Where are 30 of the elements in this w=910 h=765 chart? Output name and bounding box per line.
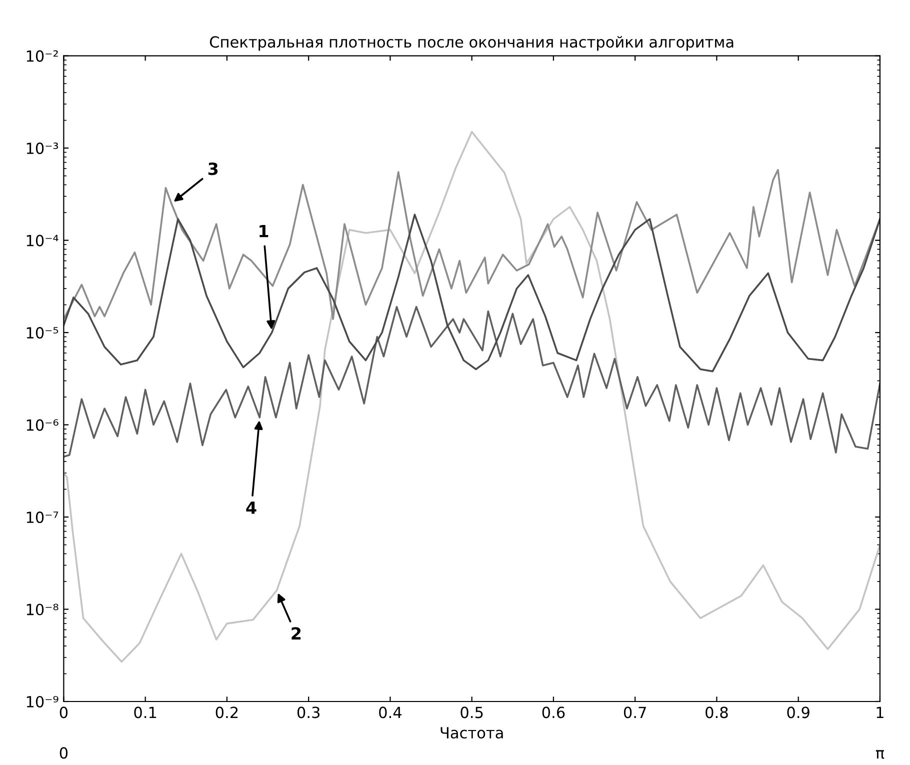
annotation: 1	[260, 225, 268, 238]
y-tick-label: 10⁻²	[26, 50, 58, 62]
x-tick-label: 0.5	[460, 706, 483, 718]
x-tick-label: 0.2	[216, 706, 238, 718]
x-tick-label: 0.1	[134, 706, 156, 718]
text: 0	[60, 747, 68, 759]
y-tick-label: 10⁻³	[26, 142, 58, 154]
x-tick-label: 0.8	[706, 706, 728, 718]
line-series	[64, 214, 880, 372]
chart-title: Спектральная плотность после окончания настройки алгоритма	[210, 36, 734, 51]
annotation: 2	[292, 627, 301, 640]
y-tick-label: 10⁻⁶	[26, 419, 58, 431]
y-tick-label: 10⁻⁴	[26, 234, 58, 246]
x-tick-label: 0.7	[624, 706, 646, 718]
y-tick-label: 10⁻⁷	[26, 511, 58, 524]
x-tick-label: 0	[60, 706, 68, 718]
annotation: 3	[208, 162, 218, 176]
y-tick-label: 10⁻⁸	[26, 604, 58, 616]
y-tick-label: 10⁻⁵	[26, 327, 58, 339]
x-tick-label: 0.9	[787, 706, 810, 718]
annotation: 4	[246, 502, 256, 514]
text: π	[876, 750, 884, 759]
x-tick-label: 1	[876, 706, 884, 718]
x-tick-label: 0.4	[379, 706, 402, 718]
x-axis-title: Частота	[440, 727, 503, 739]
line-series	[64, 306, 880, 458]
x-tick-label: 0.3	[297, 706, 320, 718]
line-series	[64, 130, 880, 663]
y-tick-label: 10⁻⁹	[26, 696, 58, 708]
x-tick-label: 0.6	[542, 706, 565, 718]
